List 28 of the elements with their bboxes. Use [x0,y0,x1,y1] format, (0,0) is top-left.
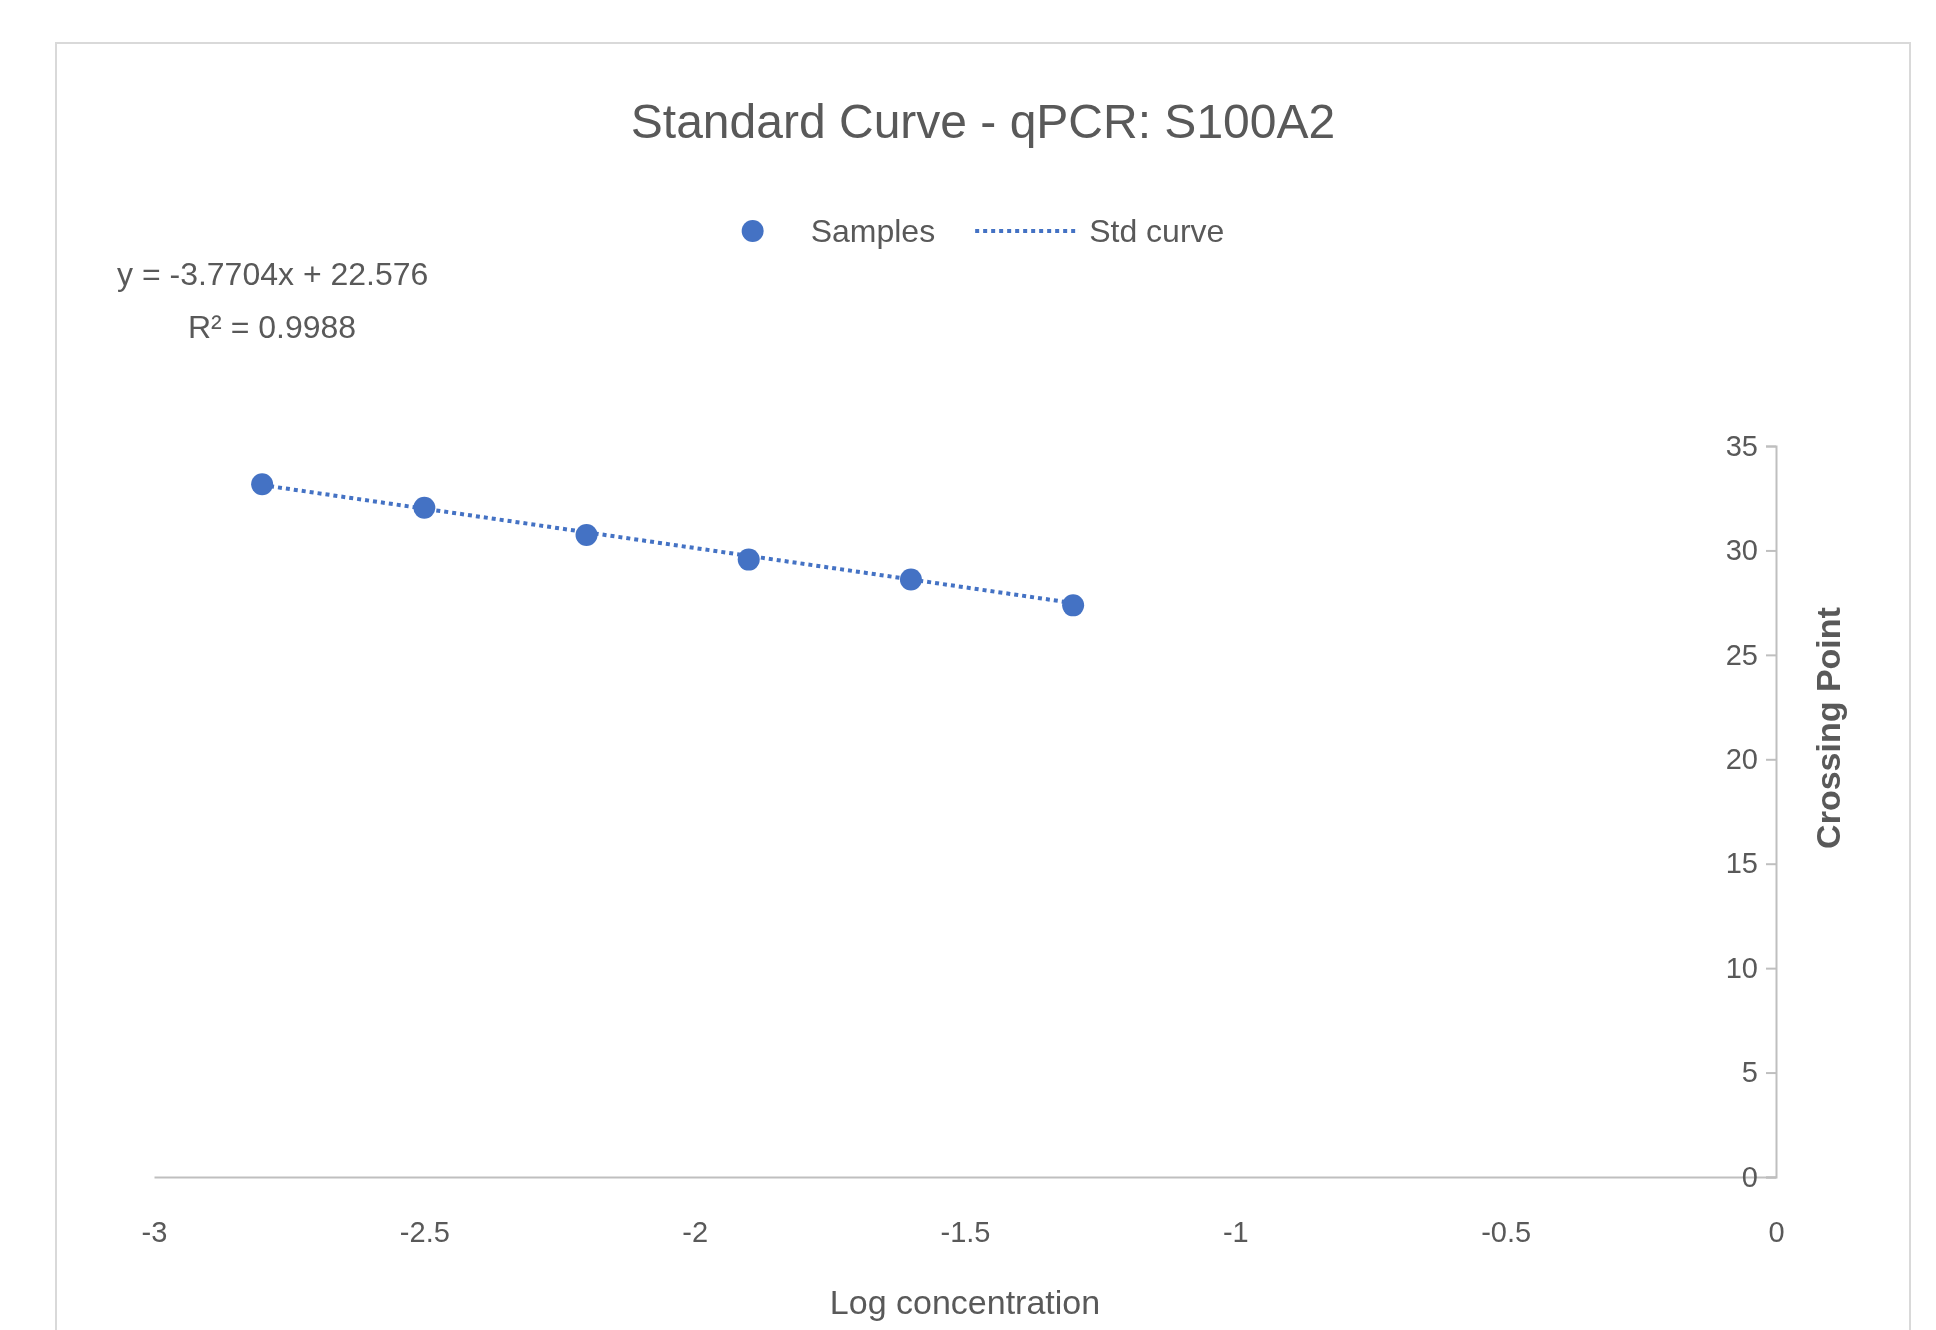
chart-title: Standard Curve - qPCR: S100A2 [630,95,1336,148]
point [1062,594,1085,617]
y-tick-label: 25 [1725,638,1758,671]
x-tick-label: 0 [1768,1215,1785,1248]
y-tick-label: 20 [1725,743,1758,776]
y-tick-label: 15 [1725,847,1758,880]
point [413,496,436,519]
x-tick-label: -2 [682,1215,709,1248]
x-tick-label: -0.5 [1481,1215,1532,1248]
y-tick-label: 35 [1725,429,1758,462]
point [737,548,760,571]
x-tick-label: -3 [141,1215,168,1248]
point [899,568,922,591]
y-axis-title: Crossing Point [1809,607,1847,849]
y-tick-label: 10 [1725,951,1758,984]
y-tick-label: 0 [1741,1160,1758,1193]
legend-label: Std curve [1089,213,1225,249]
x-axis-title: Log concentration [829,1283,1101,1321]
legend-label: Samples [810,213,936,249]
text: y = -3.7704x + 22.576 [117,256,429,292]
point [575,523,598,546]
x-tick-label: -1 [1222,1215,1249,1248]
point [251,473,274,496]
text: R² = 0.9988 [188,309,357,345]
x-tick-label: -2.5 [399,1215,450,1248]
y-tick-label: 30 [1725,534,1758,567]
x-tick-label: -1.5 [940,1215,991,1248]
y-tick-label: 5 [1741,1056,1758,1089]
